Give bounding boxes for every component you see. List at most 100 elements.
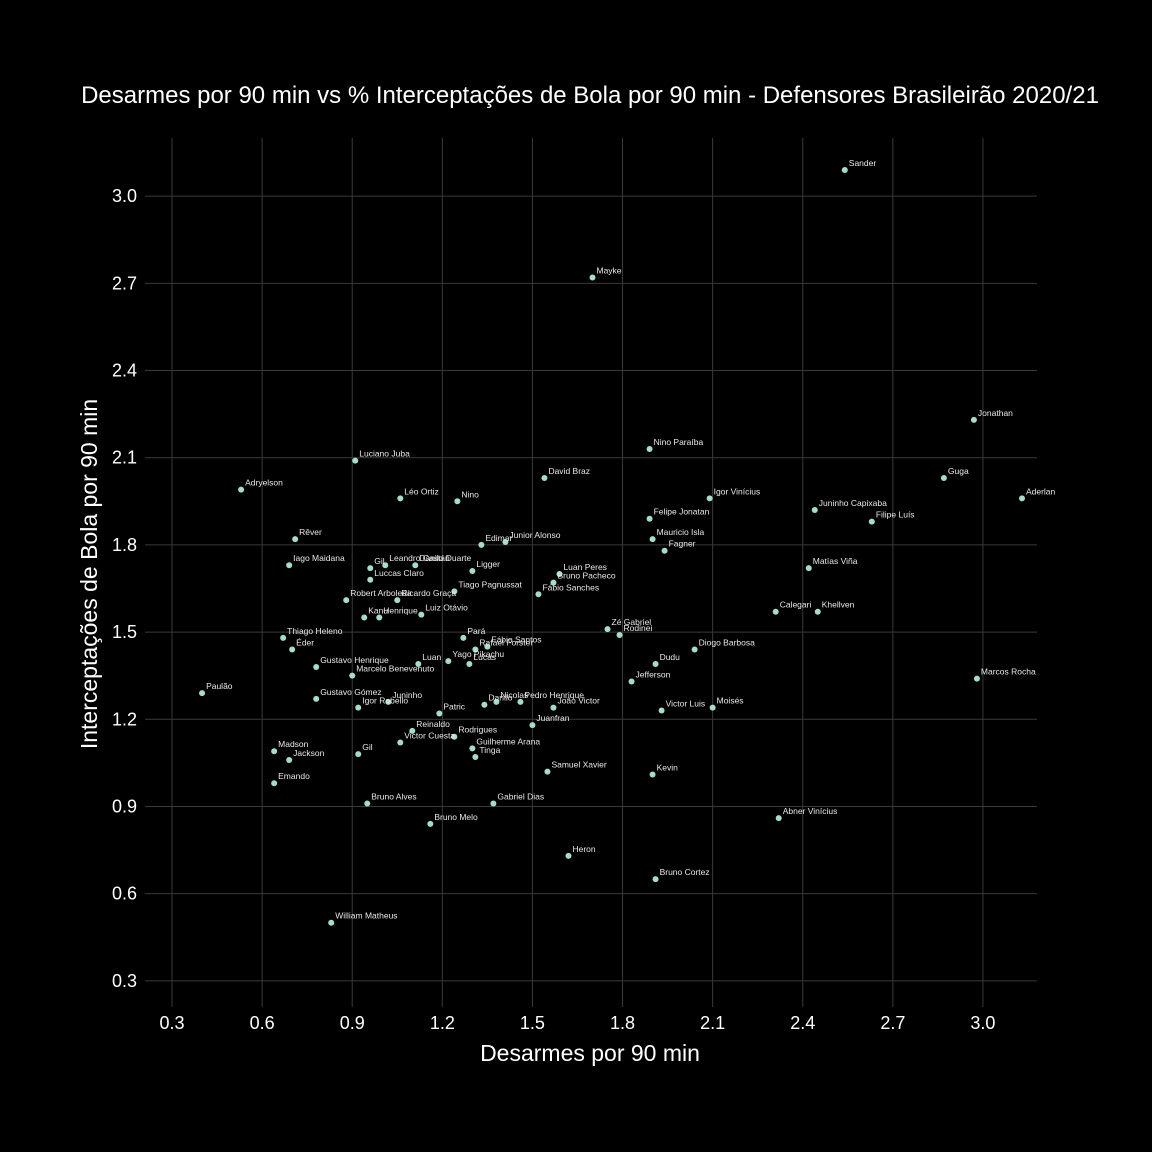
data-point (238, 486, 245, 493)
y-tick-label: 0.6 (112, 884, 137, 904)
y-tick-label: 2.1 (112, 448, 137, 468)
data-point (355, 751, 362, 758)
data-point (412, 562, 419, 569)
data-point (313, 663, 320, 670)
data-point (706, 495, 713, 502)
point-label: Lucas (473, 652, 496, 662)
data-point (868, 518, 875, 525)
point-label: Fábio Sanches (542, 582, 599, 592)
point-label: Dudu (660, 652, 681, 662)
point-label: Gustavo Henrique (320, 655, 389, 665)
point-label: Sander (849, 158, 877, 168)
data-point (646, 515, 653, 522)
y-tick-label: 1.2 (112, 709, 137, 729)
point-label: Fábio Santos (491, 635, 541, 645)
point-label: Gustavo Gómez (320, 687, 381, 697)
data-point (436, 710, 443, 717)
y-axis-label: Interceptações de Bola por 90 min (76, 399, 102, 749)
data-point (490, 800, 497, 807)
point-label: Danilo Duarte (419, 553, 471, 563)
point-label: Iago Maidana (293, 553, 345, 563)
data-point (550, 579, 557, 586)
chart-title: Desarmes por 90 min vs % Interceptações … (81, 82, 1099, 109)
point-label: Tiago Pagnussat (458, 579, 522, 589)
point-label: Paulão (206, 681, 233, 691)
data-point (349, 672, 356, 679)
data-point (478, 541, 485, 548)
point-label: Yago Pikachu (452, 649, 504, 659)
data-point (841, 166, 848, 173)
data-point (691, 646, 698, 653)
data-point (289, 646, 296, 653)
point-label: Guilherme Arana (476, 736, 540, 746)
data-point (529, 722, 536, 729)
data-point (661, 547, 668, 554)
data-point (367, 576, 374, 583)
point-label: Nino (461, 489, 479, 499)
point-label: Diogo Barbosa (699, 638, 756, 648)
point-label: Emando (278, 771, 310, 781)
point-label: Mauricio Isla (657, 527, 705, 537)
data-point (589, 274, 596, 281)
data-point (1018, 495, 1025, 502)
point-label: Henrique (383, 606, 418, 616)
point-label: Heron (572, 844, 595, 854)
data-point (556, 570, 563, 577)
point-label: Rodinei (624, 623, 653, 633)
data-point (517, 698, 524, 705)
data-point (292, 536, 299, 543)
data-point (658, 707, 665, 714)
x-tick-label: 1.8 (610, 1013, 635, 1033)
data-point (493, 698, 500, 705)
data-point (418, 611, 425, 618)
point-label: Victor Cuesta (404, 731, 455, 741)
data-point (397, 739, 404, 746)
data-point (364, 800, 371, 807)
data-point (970, 416, 977, 423)
data-point (535, 591, 542, 598)
data-point (484, 643, 491, 650)
data-point (271, 780, 278, 787)
point-label: Luan Peres (563, 562, 606, 572)
point-label: Patric (443, 701, 465, 711)
data-point (652, 661, 659, 668)
point-label: Juninho Capixaba (819, 498, 887, 508)
x-tick-label: 2.4 (790, 1013, 815, 1033)
point-label: Luciano Juba (359, 449, 410, 459)
point-label: Luccas Claro (374, 568, 424, 578)
x-tick-label: 3.0 (970, 1013, 995, 1033)
data-point (451, 588, 458, 595)
point-label: Nicolas (500, 690, 528, 700)
tick-labels: 0.3 0.6 0.9 1.2 1.5 1.8 2.1 2.4 2.7 3.0 0.3 0.6 0.9 1… (112, 186, 995, 1033)
point-label: Guga (948, 466, 969, 476)
point-label: Ligger (476, 559, 500, 569)
data-point (772, 608, 779, 615)
x-tick-label: 0.9 (340, 1013, 365, 1033)
data-point (394, 597, 401, 604)
point-label: Edimar (485, 533, 512, 543)
data-point (628, 678, 635, 685)
point-label: Bruno Pacheco (557, 571, 615, 581)
point-label: Aderlan (1026, 486, 1056, 496)
x-tick-label: 1.2 (430, 1013, 455, 1033)
point-label: Gabriel Dias (497, 792, 544, 802)
data-point (313, 695, 320, 702)
data-point (649, 536, 656, 543)
data-point (940, 475, 947, 482)
data-point (466, 661, 473, 668)
data-point (415, 661, 422, 668)
data-point (271, 748, 278, 755)
point-label: Bruno Cortez (660, 867, 710, 877)
point-label: Nino Paraíba (654, 437, 704, 447)
point-label: David Braz (548, 466, 590, 476)
point-label: Zé Gabriel (612, 617, 652, 627)
point-label: Samuel Xavier (551, 760, 606, 770)
data-points (199, 166, 1025, 926)
point-label: Felipe Jonatan (654, 507, 710, 517)
point-label: Léo Ortiz (404, 486, 439, 496)
data-point (646, 445, 653, 452)
data-point (616, 631, 623, 638)
data-point (805, 565, 812, 572)
